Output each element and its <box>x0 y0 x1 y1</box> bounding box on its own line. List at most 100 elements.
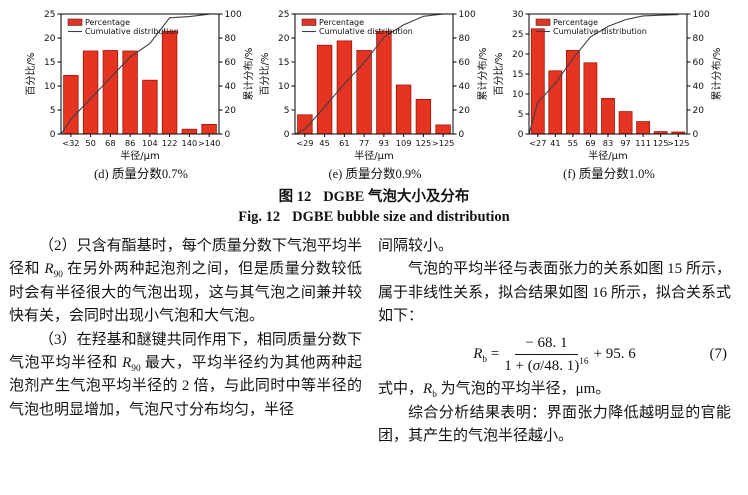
bar <box>316 44 333 135</box>
svg-text:125: 125 <box>653 138 669 148</box>
svg-text:5: 5 <box>50 106 56 116</box>
svg-text:109: 109 <box>396 138 412 148</box>
chart-canvas: 0 5 10 15 20 25 0 20 40 60 80 100 <29 45 61 77 93 109 125 >… <box>259 10 489 162</box>
chart-sublabel-d: (d) 质量分数0.7% <box>94 167 188 181</box>
svg-text:10: 10 <box>278 82 290 92</box>
svg-text:累计分布/%: 累计分布/% <box>710 48 723 101</box>
axis-tick-labels: 0 5 10 15 20 25 30 0 20 40 60 80 100 <27 41 55 69 83 97 111… <box>512 10 710 148</box>
svg-text:25: 25 <box>278 10 289 20</box>
svg-text:20: 20 <box>459 106 471 116</box>
bar <box>201 124 217 135</box>
chart-sublabel-f: (f) 质量分数1.0% <box>563 167 655 181</box>
chart-d: 0 5 10 15 20 25 0 20 40 60 80 100 <32 50 68 86 104 122 140… <box>24 8 258 162</box>
svg-text:61: 61 <box>339 138 349 148</box>
svg-text:30: 30 <box>512 10 524 20</box>
figure-caption-zh: 图 12 DGBE 气泡大小及分布 <box>0 185 748 206</box>
svg-text:100: 100 <box>225 10 242 20</box>
equation-lhs: Rb = <box>473 346 500 366</box>
chart-sublabel-e: (e) 质量分数0.9% <box>328 167 422 181</box>
svg-text:10: 10 <box>44 82 56 92</box>
bar <box>181 128 198 135</box>
chart-e: 0 5 10 15 20 25 0 20 40 60 80 100 <29 45 61 77 93 109 125 >… <box>258 8 492 162</box>
numerator: − 68. 1 <box>515 334 578 355</box>
paragraph-surface-tension: 气泡的平均半径与表面张力的关系如图 15 所示，属于非线性关系，拟合结果如图 1… <box>378 261 731 325</box>
legend-bar-label: Percentage <box>319 18 364 27</box>
bar <box>161 30 178 135</box>
denominator: 1 + (σ/48. 1)16 <box>504 356 589 374</box>
svg-text:20: 20 <box>693 106 705 116</box>
svg-text:111: 111 <box>635 138 651 148</box>
bar <box>122 50 138 135</box>
svg-text:25: 25 <box>44 10 55 20</box>
svg-text:77: 77 <box>359 138 369 148</box>
cumulative-line <box>528 14 679 135</box>
svg-text:125: 125 <box>416 138 432 148</box>
svg-text:半径/μm: 半径/μm <box>120 149 159 162</box>
svg-text:68: 68 <box>105 138 115 148</box>
svg-text:86: 86 <box>125 138 135 148</box>
plot-frame <box>60 13 220 135</box>
svg-text:半径/μm: 半径/μm <box>354 149 393 162</box>
paragraph-item-2: （2）只含有酯基时，每个质量分数下气泡平均半径和 R90 在另外两种起泡剂之间，… <box>9 238 362 325</box>
svg-text:20: 20 <box>278 34 290 44</box>
svg-text:20: 20 <box>512 50 524 60</box>
bar <box>376 30 392 135</box>
axis-ticks <box>525 13 691 137</box>
chart-f: 0 5 10 15 20 25 30 0 20 40 60 80 100 <27 41 55 69 83 97 111… <box>492 8 726 162</box>
svg-text:20: 20 <box>44 34 56 44</box>
svg-text:百分比/%: 百分比/% <box>493 53 505 96</box>
legend-bar-swatch <box>301 18 317 26</box>
legend-line-label: Cumulative distribution <box>319 27 413 36</box>
svg-text:140: 140 <box>182 138 198 148</box>
svg-text:122: 122 <box>162 138 178 148</box>
legend-bar-label: Percentage <box>553 18 598 27</box>
bar <box>63 75 79 135</box>
svg-text:0: 0 <box>693 130 699 140</box>
legend-line-label: Cumulative distribution <box>85 27 179 36</box>
bar <box>636 121 651 135</box>
bars <box>63 30 217 135</box>
svg-text:60: 60 <box>693 58 705 68</box>
svg-text:百分比/%: 百分比/% <box>25 53 37 96</box>
chart-panel-f: 0 5 10 15 20 25 30 0 20 40 60 80 100 <27 41 55 69 83 97 111… <box>492 8 726 182</box>
bar <box>601 98 615 135</box>
svg-text:<32: <32 <box>62 138 79 148</box>
bar <box>142 79 158 135</box>
svg-text:50: 50 <box>85 138 95 148</box>
paragraph-item-3-continuation: 间隔较小。 <box>378 238 454 254</box>
plot-frame <box>294 13 454 135</box>
svg-text:60: 60 <box>225 58 237 68</box>
left-column: （2）只含有酯基时，每个质量分数下气泡平均半径和 R90 在另外两种起泡剂之间，… <box>9 235 362 448</box>
svg-text:20: 20 <box>225 106 237 116</box>
svg-text:93: 93 <box>379 138 389 148</box>
svg-text:10: 10 <box>512 90 524 100</box>
axis-ticks <box>57 13 223 137</box>
svg-text:15: 15 <box>512 70 523 80</box>
bar <box>336 40 353 135</box>
svg-text:97: 97 <box>620 138 630 148</box>
bar <box>435 124 451 135</box>
svg-text:104: 104 <box>142 138 158 148</box>
right-column: 间隔较小。 气泡的平均半径与表面张力的关系如图 15 所示，属于非线性关系，拟合… <box>378 235 731 448</box>
svg-text:>125: >125 <box>667 138 690 148</box>
bar <box>395 84 412 135</box>
svg-text:5: 5 <box>518 110 524 120</box>
svg-text:100: 100 <box>459 10 476 20</box>
chart-canvas: 0 5 10 15 20 25 0 20 40 60 80 100 <32 50 68 86 104 122 140… <box>25 10 255 162</box>
fraction: − 68. 1 1 + (σ/48. 1)16 <box>504 334 588 376</box>
axis-tick-labels: 0 5 10 15 20 25 0 20 40 60 80 100 <32 50 68 86 104 122 140… <box>44 10 242 148</box>
svg-text:80: 80 <box>693 34 705 44</box>
svg-text:40: 40 <box>693 82 705 92</box>
svg-text:0: 0 <box>518 130 524 140</box>
equation-number: (7) <box>709 346 728 363</box>
svg-text:半径/μm: 半径/μm <box>588 149 627 162</box>
equation-7: Rb = − 68. 1 1 + (σ/48. 1)16 + 95. 6 (7) <box>378 334 731 376</box>
bar <box>415 99 432 135</box>
chart-panel-d: 0 5 10 15 20 25 0 20 40 60 80 100 <32 50 68 86 104 122 140… <box>24 8 258 182</box>
figure-caption-zh-label: 图 12 <box>278 189 312 205</box>
axis-tick-labels: 0 5 10 15 20 25 0 20 40 60 80 100 <29 45 61 77 93 109 125 >… <box>278 10 476 148</box>
